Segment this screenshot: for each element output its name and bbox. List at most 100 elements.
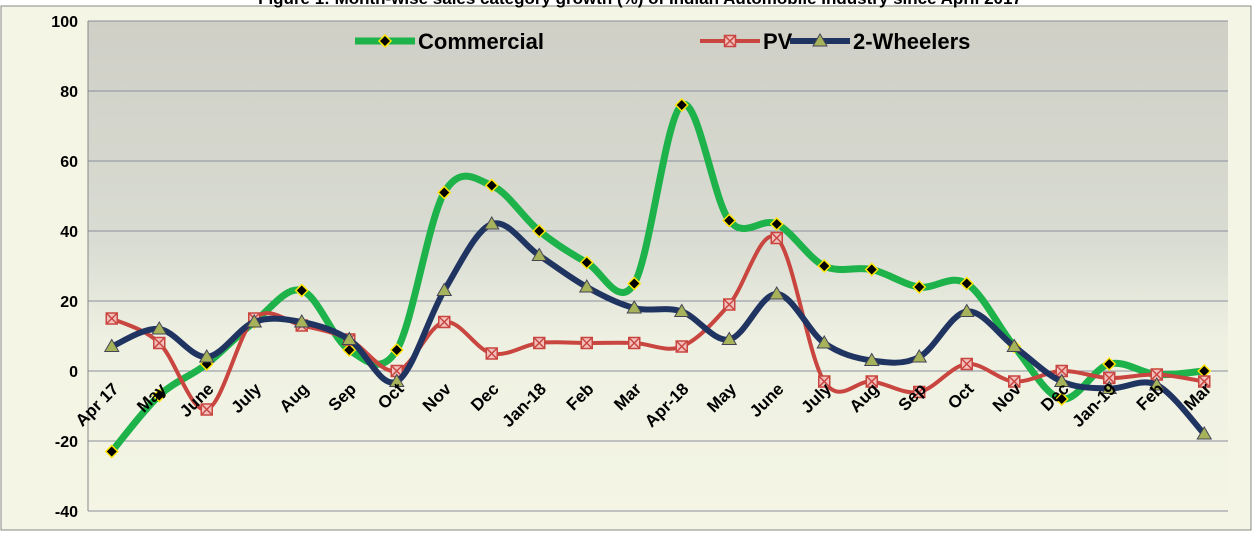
marker-cross — [771, 232, 783, 244]
y-tick-label: 100 — [51, 14, 78, 31]
marker — [294, 283, 309, 298]
marker — [103, 338, 120, 352]
marker — [1053, 373, 1070, 387]
marker-cross — [913, 386, 925, 398]
marker-cross — [866, 375, 878, 388]
marker — [1148, 377, 1165, 391]
marker — [626, 300, 643, 314]
marker-cross — [628, 337, 640, 349]
marker — [674, 97, 689, 113]
marker — [200, 403, 213, 416]
marker-cross — [676, 340, 688, 353]
marker-cross — [1198, 375, 1210, 388]
marker — [863, 352, 880, 366]
marker — [864, 262, 879, 277]
marker — [580, 336, 593, 350]
marker — [722, 213, 737, 228]
marker — [958, 303, 975, 317]
legend-label: Commercial — [418, 29, 544, 54]
chart-title: Figure 1: Month-wise sales category grow… — [258, 0, 1022, 8]
marker — [818, 375, 831, 388]
marker-cross — [818, 375, 830, 388]
y-tick-label: 0 — [69, 364, 78, 381]
marker — [341, 331, 358, 345]
marker — [1008, 375, 1021, 388]
marker — [377, 33, 393, 49]
marker — [531, 247, 548, 261]
marker — [436, 282, 453, 296]
marker — [1196, 426, 1213, 440]
marker — [105, 312, 118, 325]
marker-cross — [438, 316, 450, 328]
marker-cross — [1056, 365, 1068, 377]
marker — [1103, 371, 1116, 385]
marker — [388, 373, 405, 387]
marker — [246, 314, 263, 328]
marker — [770, 231, 783, 245]
marker-cross — [1008, 375, 1020, 388]
marker — [389, 342, 404, 358]
marker — [438, 315, 451, 329]
marker — [198, 349, 215, 363]
marker — [532, 223, 547, 239]
marker — [913, 385, 926, 399]
marker-cross — [201, 403, 213, 416]
marker — [723, 298, 736, 311]
marker — [960, 357, 973, 371]
marker — [1006, 338, 1023, 352]
marker — [816, 335, 833, 349]
marker — [865, 375, 878, 388]
marker — [812, 33, 828, 47]
marker-cross — [106, 312, 118, 325]
marker — [817, 258, 832, 274]
legend-label: PV — [763, 29, 793, 54]
legend-label: 2-Wheelers — [853, 29, 970, 54]
marker — [579, 255, 594, 270]
marker — [1054, 391, 1069, 407]
marker-cross — [486, 347, 498, 360]
y-tick-label: 20 — [60, 294, 78, 311]
marker — [628, 336, 641, 350]
marker — [1101, 380, 1118, 394]
marker — [673, 303, 690, 317]
marker-cross — [1103, 372, 1115, 384]
marker-cross — [1151, 368, 1163, 381]
marker — [437, 185, 452, 200]
marker — [1198, 375, 1211, 388]
y-tick-label: -40 — [55, 504, 78, 521]
y-tick-label: 40 — [60, 224, 78, 241]
y-tick-label: 80 — [60, 84, 78, 101]
marker — [675, 340, 688, 353]
marker — [723, 34, 737, 48]
marker-cross — [961, 358, 973, 370]
marker-cross — [153, 337, 165, 349]
y-tick-label: -20 — [55, 434, 78, 451]
marker — [1102, 356, 1117, 372]
marker — [483, 216, 500, 230]
marker — [533, 336, 546, 350]
marker — [484, 178, 499, 193]
marker — [151, 321, 168, 335]
marker — [769, 216, 784, 232]
marker — [627, 276, 642, 291]
plot-background — [88, 21, 1228, 511]
marker — [768, 286, 785, 300]
marker — [721, 331, 738, 345]
marker — [912, 279, 927, 295]
marker-cross — [723, 298, 735, 311]
marker — [104, 444, 119, 459]
marker-cross — [391, 365, 403, 377]
y-tick-label: 60 — [60, 154, 78, 171]
marker-cross — [724, 35, 736, 47]
marker-cross — [533, 337, 545, 349]
marker — [911, 349, 928, 363]
marker — [959, 276, 974, 291]
marker — [485, 347, 498, 360]
marker — [153, 336, 166, 350]
marker — [578, 279, 595, 293]
marker — [152, 388, 167, 403]
marker — [342, 342, 357, 358]
marker-cross — [581, 337, 593, 349]
marker — [293, 314, 310, 328]
